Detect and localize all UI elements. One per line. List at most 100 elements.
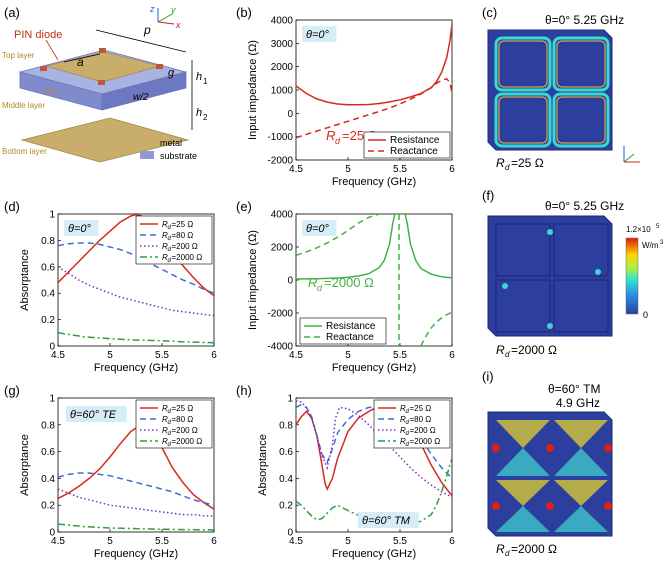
label-top-layer: Top layer xyxy=(2,51,35,60)
legend-symbol: R xyxy=(162,426,168,435)
x-axis-label: Frequency (GHz) xyxy=(332,362,416,374)
substrate-right-face xyxy=(101,71,187,111)
series-line-1 xyxy=(58,214,214,297)
label-a: a xyxy=(77,55,84,69)
legend-symbol: R xyxy=(400,404,406,413)
y-tick-label: 0 xyxy=(49,342,55,353)
panel-i: (i) θ=60° TM 4.9 GHz R d =2000 Ω xyxy=(482,369,613,558)
panel-label-e: (e) xyxy=(236,199,252,214)
rd-value-f: =2000 Ω xyxy=(511,343,557,357)
x-tick-label: 4.5 xyxy=(51,536,65,547)
condition-tag: θ=0° xyxy=(68,223,92,235)
x-tick-label: 5.5 xyxy=(393,164,407,175)
rd-label-c: R xyxy=(496,156,505,170)
leader-line xyxy=(45,39,59,61)
legend-label: Resistance xyxy=(390,135,440,146)
series-line-1 xyxy=(296,214,452,280)
colorbar-max-exp: 5 xyxy=(656,224,660,230)
series-group xyxy=(296,24,452,139)
y-tick-label: 0.8 xyxy=(279,420,293,431)
rd-annotation: R xyxy=(326,128,335,143)
legend-label: =200 Ω xyxy=(172,242,198,251)
y-tick-label: 0 xyxy=(287,528,293,539)
condition-tag-box xyxy=(302,26,337,42)
chart-b: (b) 4.5 5 5.5 6 -2000 -1000 0 1000 2000 3000 4000 Fr… xyxy=(236,5,455,188)
x-axis-label: Frequency (GHz) xyxy=(94,362,178,374)
x-tick-label: 4.5 xyxy=(289,164,303,175)
y-axis-label: Absorptance xyxy=(257,434,269,496)
panel-label-f: (f) xyxy=(482,188,494,203)
y-tick-label: 0.2 xyxy=(41,315,55,326)
legend-label: =200 Ω xyxy=(410,426,436,435)
series-line-1 xyxy=(296,24,452,106)
label-middle-layer: Middle layer xyxy=(2,101,45,110)
panel-label-h: (h) xyxy=(236,383,252,398)
y-tick-label: 4000 xyxy=(271,210,294,221)
series-line-4 xyxy=(296,458,452,525)
axis-x xyxy=(157,21,175,25)
condition-tag-box xyxy=(358,512,419,528)
svg-text:d: d xyxy=(505,163,510,172)
y-tick-label: 0.6 xyxy=(41,262,55,273)
label-via: Via xyxy=(44,87,56,96)
x-tick-label: 4.5 xyxy=(289,350,303,361)
legend-label: Reactance xyxy=(326,332,374,343)
rd-label-f: R xyxy=(496,343,505,357)
chart-h: (h) 4.5 5 5.5 6 0 0.2 0.4 0.6 0.8 1 Frequency (GHz)… xyxy=(236,383,455,560)
panel-label-d: (d) xyxy=(4,199,20,214)
rd-value-i: =2000 Ω xyxy=(511,542,557,556)
panel-a: (a) PIN diode Top layer Middle layer Bot… xyxy=(2,4,208,163)
y-tick-label: 3000 xyxy=(271,39,294,50)
svg-text:d: d xyxy=(505,350,510,359)
axis-z-c xyxy=(623,153,635,163)
legend-box xyxy=(299,317,387,345)
bottom-metal-layer xyxy=(20,117,190,163)
colorbar xyxy=(625,237,639,315)
chart-e: (e) 4.5 5 5.5 6 -4000 -2000 0 2000 4000 Frequency … xyxy=(236,199,455,374)
x-tick-label: 5 xyxy=(107,536,113,547)
panel-label-b: (b) xyxy=(236,5,252,20)
y-tick-label: -1000 xyxy=(267,132,293,143)
condition-tag: θ=60° TM xyxy=(362,515,411,527)
panel-label-a: (a) xyxy=(4,5,20,20)
panel-f: (f) θ=0° 5.25 GHz R d =2000 Ω 1.2×10 5 W… xyxy=(482,188,664,359)
legend-symbol: R xyxy=(162,404,168,413)
x-tick-label: 5 xyxy=(107,350,113,361)
condition-tag: θ=0° xyxy=(306,223,330,235)
pin-diode xyxy=(40,66,47,71)
rd-value-c: =25 Ω xyxy=(511,156,544,170)
panel-c: (c) θ=0° 5.25 GHz R d =25 Ω xyxy=(482,5,640,172)
x-axis-label: Frequency (GHz) xyxy=(332,548,416,560)
x-axis-label: Frequency (GHz) xyxy=(332,176,416,188)
legend-symbol-sub: d xyxy=(406,409,410,415)
label-h2-sub: 2 xyxy=(203,113,208,122)
y-axis-label: Absorptance xyxy=(19,249,31,311)
legend-symbol: R xyxy=(162,242,168,251)
x-tick-label: 5 xyxy=(345,350,351,361)
y-tick-label: 2000 xyxy=(271,243,294,254)
x-tick-label: 6 xyxy=(449,164,455,175)
x-tick-label: 5.5 xyxy=(393,350,407,361)
y-tick-label: 0.8 xyxy=(41,420,55,431)
y-axis-label: Absorptance xyxy=(19,434,31,496)
y-tick-label: 1 xyxy=(49,210,55,221)
label-g: g xyxy=(168,67,175,79)
field-cells-c xyxy=(494,36,610,148)
colorbar-unit: W/m xyxy=(642,241,659,250)
field-header-i-line2: 4.9 GHz xyxy=(556,396,600,410)
label-w2: w/2 xyxy=(133,92,149,103)
y-tick-label: 1000 xyxy=(271,86,294,97)
legend-label: =2000 Ω xyxy=(172,437,203,446)
y-tick-label: 0.8 xyxy=(41,236,55,247)
legend-symbol-sub: d xyxy=(168,236,172,242)
field-header-f: θ=0° 5.25 GHz xyxy=(545,199,624,213)
label-p: p xyxy=(143,23,151,37)
label-pin-diode: PIN diode xyxy=(14,29,62,41)
y-tick-label: 0.4 xyxy=(279,474,293,485)
svg-text:d: d xyxy=(505,549,510,558)
pin-diode xyxy=(156,64,163,69)
y-tick-label: -2000 xyxy=(267,156,293,167)
y-axis-label: Input impedance (Ω) xyxy=(247,230,259,330)
label-bottom-layer: Bottom layer xyxy=(2,147,47,156)
legend-box xyxy=(363,131,451,159)
